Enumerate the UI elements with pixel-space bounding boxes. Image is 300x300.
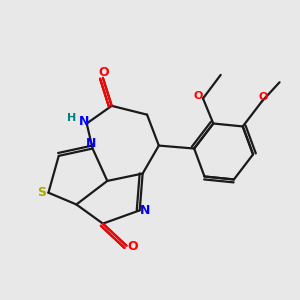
Text: H: H [67,112,76,123]
Text: N: N [79,115,89,128]
Text: O: O [259,92,268,102]
Text: S: S [38,186,46,199]
Text: N: N [140,205,150,218]
Text: O: O [193,91,202,100]
Text: O: O [128,240,138,253]
Text: N: N [86,137,96,150]
Text: O: O [98,66,109,79]
